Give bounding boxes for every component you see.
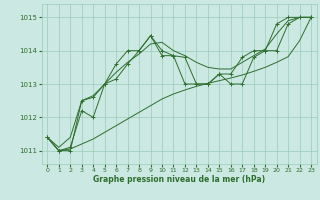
X-axis label: Graphe pression niveau de la mer (hPa): Graphe pression niveau de la mer (hPa) [93, 175, 265, 184]
